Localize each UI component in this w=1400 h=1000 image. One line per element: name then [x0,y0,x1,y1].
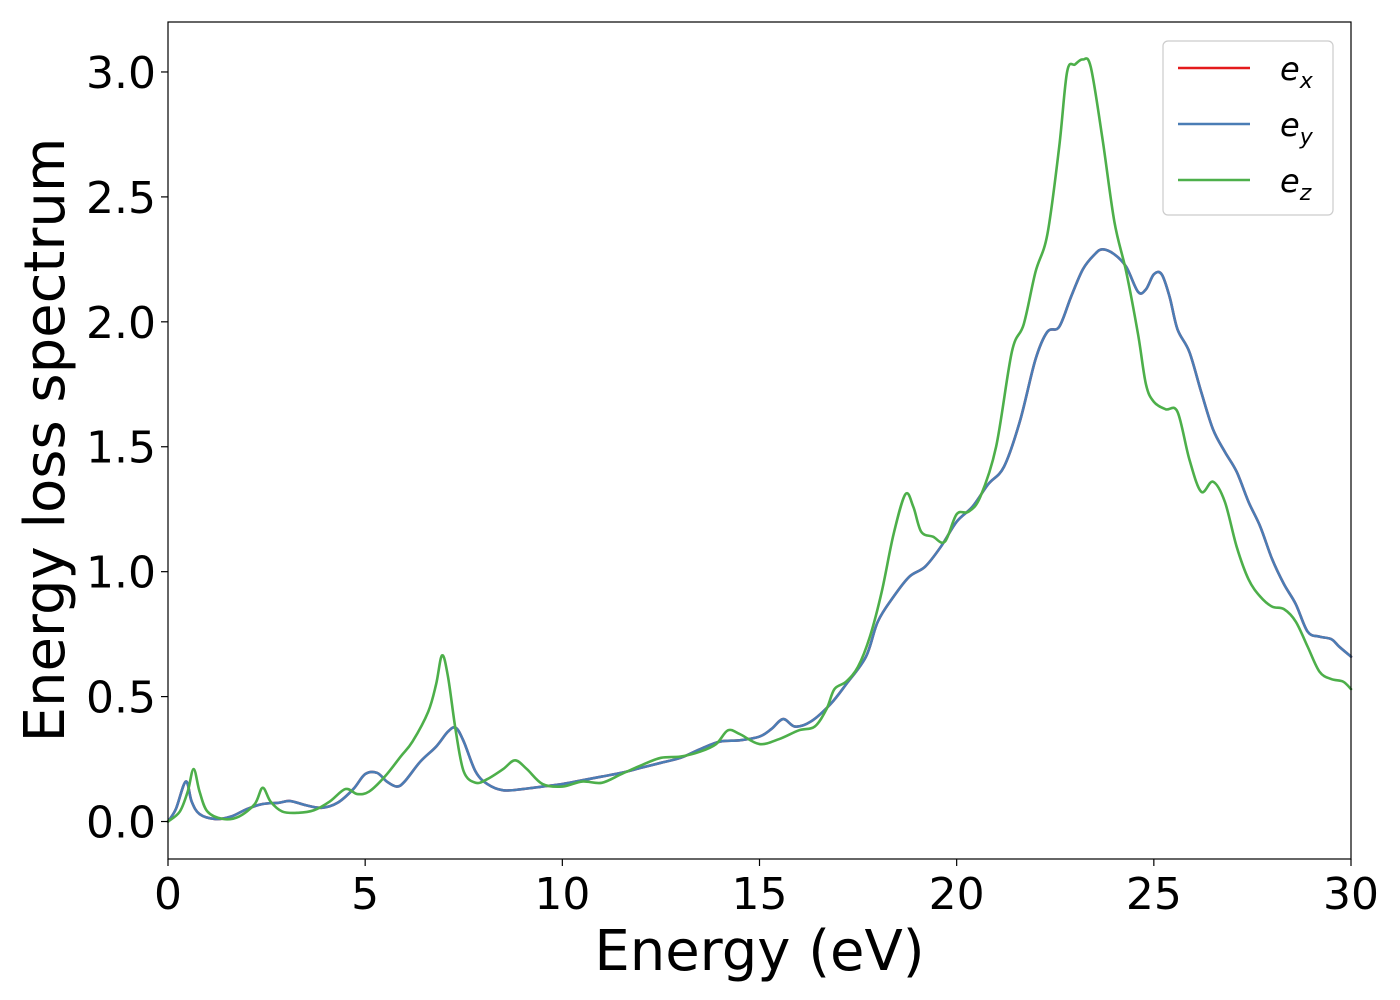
x-axis-title: Energy (eV) [594,919,924,984]
legend-label-base: e [1280,162,1300,200]
legend-label-subscript: z [1299,181,1312,206]
y-tick-label: 3.0 [86,48,156,99]
series-line-ez [166,57,1353,823]
x-tick-label: 25 [1126,869,1182,920]
y-tick-label: 0.5 [86,673,156,724]
legend-label-base: e [1280,50,1300,88]
x-tick-label: 30 [1323,869,1379,920]
x-axis-ticks: 0 5 10 15 20 25 30 [154,859,1379,920]
x-tick-label: 5 [351,869,379,920]
y-tick-label: 2.5 [86,173,156,224]
legend-label-subscript: y [1299,125,1314,150]
legend-label-ex: ex [1280,50,1314,94]
series-layer [166,57,1353,823]
y-tick-label: 1.5 [86,423,156,474]
y-tick-label: 0.0 [86,798,156,849]
y-axis-ticks: 0.0 0.5 1.0 1.5 2.0 2.5 3.0 [86,48,168,849]
y-axis-title: Energy loss spectrum [13,138,78,743]
legend-label-subscript: x [1299,69,1314,94]
y-tick-label: 2.0 [86,298,156,349]
x-tick-label: 15 [732,869,788,920]
series-line-ey [166,248,1353,823]
legend-box [1162,40,1334,216]
legend-label-ey: ey [1280,106,1314,150]
x-tick-label: 10 [534,869,590,920]
x-tick-label: 20 [929,869,985,920]
legend-label-ez: ez [1280,162,1312,206]
legend-label-base: e [1280,106,1300,144]
x-tick-label: 0 [154,869,182,920]
y-tick-label: 1.0 [86,548,156,599]
